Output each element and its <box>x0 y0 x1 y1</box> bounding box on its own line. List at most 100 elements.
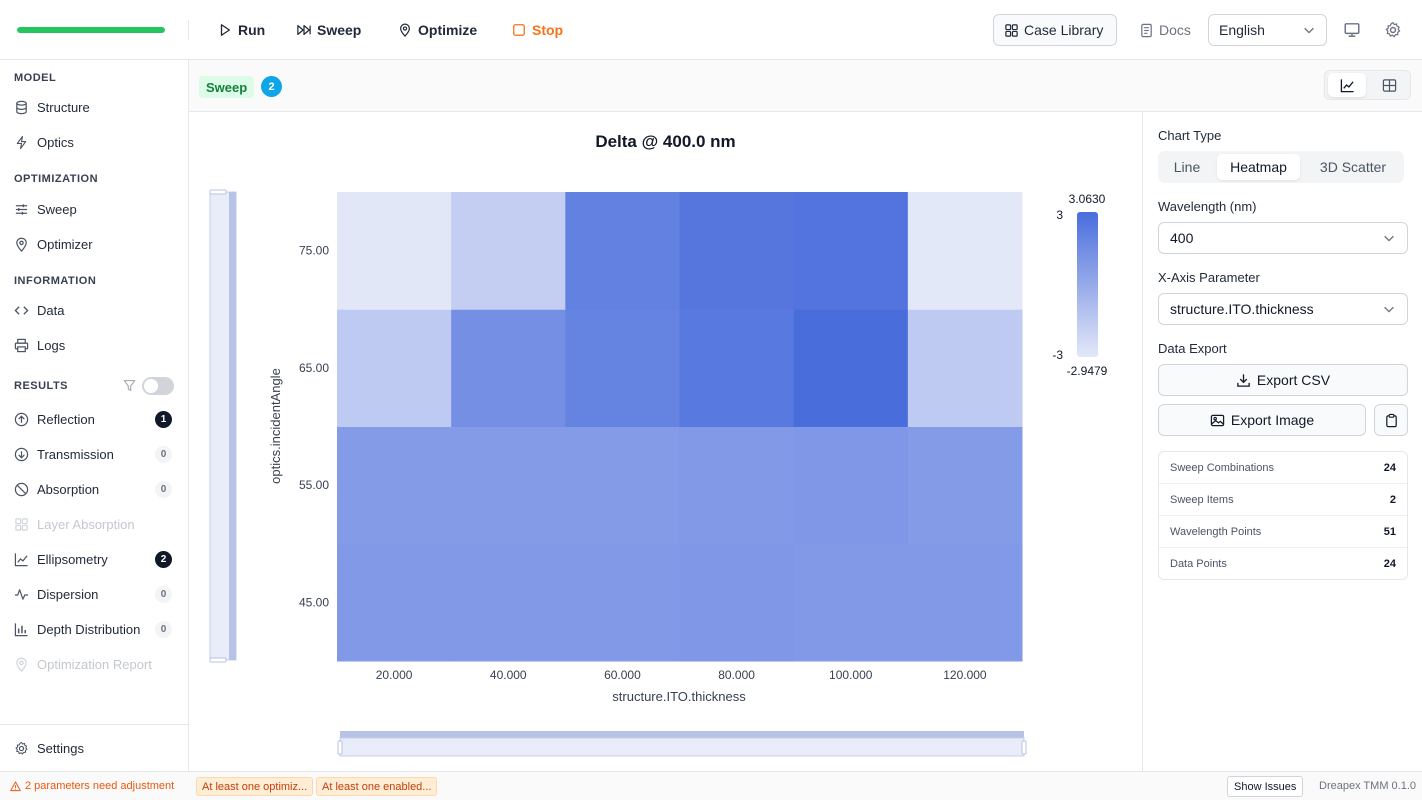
section-optimization: OPTIMIZATION <box>14 173 99 185</box>
heatmap-cell[interactable] <box>451 426 566 545</box>
heatmap-cell[interactable] <box>907 192 1023 310</box>
export-image-button[interactable]: Export Image <box>1158 404 1366 436</box>
sidebar-item-absorption[interactable]: Absorption 0 <box>14 477 174 501</box>
count-badge: 2 <box>155 551 172 568</box>
gear-icon <box>15 741 28 755</box>
colorbar <box>1077 212 1098 357</box>
table-icon <box>1382 78 1396 92</box>
optimize-button[interactable]: Optimize <box>398 18 477 42</box>
heatmap-cell[interactable] <box>907 426 1023 545</box>
stat-value: 24 <box>1383 461 1396 474</box>
y-range-handle-top[interactable] <box>209 189 227 195</box>
sweep-tag[interactable]: Sweep <box>199 76 255 98</box>
heatmap-cell[interactable] <box>451 543 566 662</box>
filter-icon[interactable] <box>123 379 136 392</box>
heatmap-cell[interactable] <box>907 543 1023 662</box>
case-library-button[interactable]: Case Library <box>993 14 1117 46</box>
chevron-down-icon <box>1384 306 1394 313</box>
issue-chip[interactable]: At least one enabled... <box>316 777 438 796</box>
table-view-button[interactable] <box>1370 73 1408 97</box>
y-tick-label: 55.00 <box>299 478 329 492</box>
sidebar-item-sweep[interactable]: Sweep <box>14 197 174 221</box>
monitor-icon[interactable] <box>1343 21 1361 39</box>
sidebar-item-ellipsometry[interactable]: Ellipsometry 2 <box>14 547 174 571</box>
chart-type-3d-scatter[interactable]: 3D Scatter <box>1319 159 1387 175</box>
chart-type-heatmap[interactable]: Heatmap <box>1217 154 1300 180</box>
sidebar-item-reflection[interactable]: Reflection 1 <box>14 407 174 431</box>
export-image-label: Export Image <box>1230 412 1315 428</box>
docs-label: Docs <box>1159 22 1191 38</box>
sidebar-item-layer-absorption: Layer Absorption <box>14 512 174 536</box>
sidebar: MODEL Structure Optics OPTIMIZATION Swee… <box>0 60 189 771</box>
x-range-slider[interactable] <box>339 737 1025 757</box>
sweep-button[interactable]: Sweep <box>297 18 361 42</box>
heatmap-cell[interactable] <box>565 192 680 310</box>
language-select[interactable]: English <box>1208 14 1327 46</box>
heatmap-cell[interactable] <box>337 309 452 427</box>
heatmap-cell[interactable] <box>565 426 680 545</box>
stop-square-icon <box>513 24 525 36</box>
stop-button[interactable]: Stop <box>512 18 563 42</box>
results-filter-toggle[interactable] <box>142 377 174 395</box>
chart-view-button[interactable] <box>1328 73 1366 97</box>
show-issues-button[interactable]: Show Issues <box>1227 776 1304 797</box>
x-range-handle-right[interactable] <box>1021 740 1027 755</box>
heatmap-cell[interactable] <box>451 309 566 427</box>
chart-type-line[interactable]: Line <box>1173 159 1201 175</box>
heatmap-cell[interactable] <box>793 543 909 662</box>
chart-area: Delta @ 400.0 nm 45.00 55.00 65.00 75.00 20… <box>189 112 1142 771</box>
heatmap-cell[interactable] <box>907 309 1023 427</box>
sidebar-item-structure[interactable]: Structure <box>14 95 174 119</box>
sidebar-item-optics[interactable]: Optics <box>14 130 174 154</box>
sidebar-item-transmission[interactable]: Transmission 0 <box>14 442 174 466</box>
run-progress-bar <box>17 27 165 33</box>
y-range-slider-fill <box>229 192 236 660</box>
heatmap-cell[interactable] <box>565 543 680 662</box>
gear-icon[interactable] <box>1384 21 1402 39</box>
heatmap-cell[interactable] <box>337 426 452 545</box>
xaxis-param-select[interactable]: structure.ITO.thickness <box>1158 293 1408 325</box>
sidebar-item-settings[interactable]: Settings <box>14 736 174 760</box>
sidebar-item-depth-distribution[interactable]: Depth Distribution 0 <box>14 617 174 641</box>
sidebar-item-label: Ellipsometry <box>37 551 108 567</box>
copy-clipboard-button[interactable] <box>1374 404 1408 436</box>
warning-message[interactable]: 2 parameters need adjustment <box>10 780 174 792</box>
heatmap-chart[interactable]: 45.00 55.00 65.00 75.00 20.000 40.000 60.000 8… <box>189 112 1142 771</box>
run-progress-fill <box>17 27 165 33</box>
sidebar-item-data[interactable]: Data <box>14 298 174 322</box>
optimize-label: Optimize <box>418 22 478 38</box>
issue-chip[interactable]: At least one optimiz... <box>196 777 314 796</box>
heatmap-cell[interactable] <box>337 192 452 310</box>
docs-button[interactable]: Docs <box>1129 14 1201 46</box>
sidebar-item-optimizer[interactable]: Optimizer <box>14 232 174 256</box>
sidebar-item-label: Settings <box>37 740 84 756</box>
count-badge: 0 <box>155 586 172 603</box>
stat-label: Wavelength Points <box>1170 525 1262 538</box>
sweep-stats-table: Sweep Combinations 24 Sweep Items 2 Wave… <box>1158 451 1408 580</box>
export-csv-button[interactable]: Export CSV <box>1158 364 1408 396</box>
heatmap-cell[interactable] <box>679 192 795 310</box>
heatmap-cell[interactable] <box>679 543 795 662</box>
trend-chart-icon <box>14 552 28 566</box>
heatmap-cell[interactable] <box>679 309 795 427</box>
line-chart-icon <box>1340 78 1354 92</box>
x-range-handle-left[interactable] <box>337 740 343 755</box>
heatmap-cell[interactable] <box>793 309 909 427</box>
sweep-count-badge: 2 <box>261 76 282 97</box>
sidebar-item-logs[interactable]: Logs <box>14 333 174 357</box>
heatmap-cell[interactable] <box>565 309 680 427</box>
y-tick-label: 45.00 <box>299 595 329 609</box>
sidebar-item-dispersion[interactable]: Dispersion 0 <box>14 582 174 606</box>
wavelength-select[interactable]: 400 <box>1158 222 1408 254</box>
stat-row: Sweep Items 2 <box>1159 484 1407 516</box>
y-range-handle-bottom[interactable] <box>209 657 227 663</box>
heatmap-cell[interactable] <box>679 426 795 545</box>
run-button[interactable]: Run <box>218 18 265 42</box>
heatmap-cell[interactable] <box>337 543 452 662</box>
heatmap-cell[interactable] <box>451 192 566 310</box>
heatmap-cell[interactable] <box>793 192 909 310</box>
heatmap-cell[interactable] <box>793 426 909 545</box>
clipboard-icon <box>1385 413 1397 427</box>
app-version: Dreapex TMM 0.1.0 <box>1319 780 1417 792</box>
wavelength-value: 400 <box>1170 230 1194 246</box>
